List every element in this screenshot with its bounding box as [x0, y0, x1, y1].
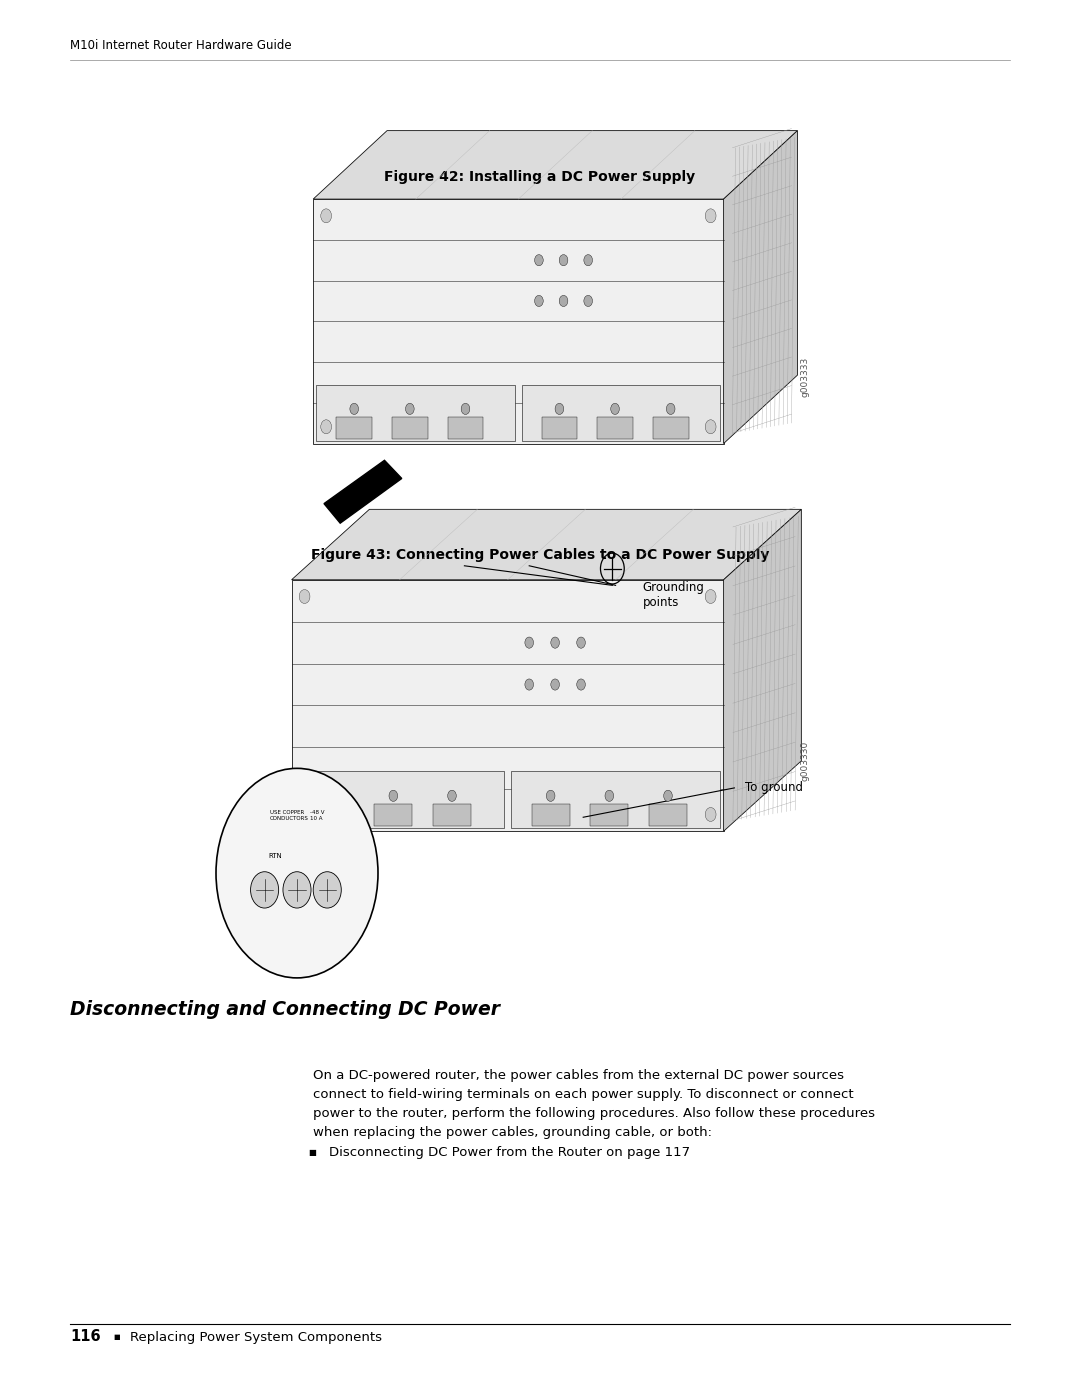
Bar: [392, 418, 428, 439]
Circle shape: [535, 254, 543, 265]
Circle shape: [283, 872, 311, 908]
Circle shape: [299, 807, 310, 821]
Circle shape: [546, 791, 555, 802]
Circle shape: [535, 295, 543, 306]
Bar: [531, 805, 569, 826]
Circle shape: [577, 679, 585, 690]
Polygon shape: [316, 386, 515, 441]
Circle shape: [461, 404, 470, 415]
Bar: [315, 805, 353, 826]
Text: RTN: RTN: [269, 854, 282, 859]
Text: g003330: g003330: [800, 742, 809, 781]
Circle shape: [350, 404, 359, 415]
Circle shape: [584, 295, 593, 306]
Circle shape: [313, 872, 341, 908]
Circle shape: [525, 679, 534, 690]
Polygon shape: [295, 771, 504, 828]
Circle shape: [666, 404, 675, 415]
Text: Replacing Power System Components: Replacing Power System Components: [130, 1331, 381, 1344]
Polygon shape: [724, 130, 797, 444]
Circle shape: [705, 419, 716, 434]
Text: 116: 116: [70, 1329, 100, 1344]
Text: Figure 42: Installing a DC Power Supply: Figure 42: Installing a DC Power Supply: [384, 170, 696, 184]
Polygon shape: [292, 580, 724, 831]
Polygon shape: [324, 461, 402, 524]
Polygon shape: [313, 200, 724, 444]
Bar: [541, 418, 578, 439]
Text: g003333: g003333: [800, 358, 809, 397]
Circle shape: [705, 807, 716, 821]
Bar: [649, 805, 687, 826]
Circle shape: [559, 254, 568, 265]
Circle shape: [705, 590, 716, 604]
Text: M10i Internet Router Hardware Guide: M10i Internet Router Hardware Guide: [70, 39, 292, 52]
Circle shape: [525, 637, 534, 648]
Text: ■: ■: [113, 1334, 120, 1340]
Bar: [597, 418, 633, 439]
Circle shape: [551, 637, 559, 648]
Text: Grounding
points: Grounding points: [643, 581, 704, 609]
Circle shape: [555, 404, 564, 415]
Circle shape: [605, 791, 613, 802]
Circle shape: [405, 404, 414, 415]
Polygon shape: [292, 510, 801, 580]
Bar: [652, 418, 689, 439]
Text: Disconnecting and Connecting DC Power: Disconnecting and Connecting DC Power: [70, 1000, 500, 1020]
Circle shape: [551, 679, 559, 690]
Circle shape: [251, 872, 279, 908]
Circle shape: [577, 637, 585, 648]
Text: -48 V
10 A: -48 V 10 A: [310, 810, 324, 821]
Text: Figure 43: Connecting Power Cables to a DC Power Supply: Figure 43: Connecting Power Cables to a …: [311, 548, 769, 562]
Polygon shape: [313, 130, 797, 200]
Circle shape: [705, 210, 716, 222]
Circle shape: [216, 768, 378, 978]
Polygon shape: [522, 386, 720, 441]
Circle shape: [663, 791, 672, 802]
Polygon shape: [724, 510, 801, 831]
Text: ■: ■: [308, 1148, 315, 1157]
Text: On a DC-powered router, the power cables from the external DC power sources
conn: On a DC-powered router, the power cables…: [313, 1069, 875, 1139]
Bar: [447, 418, 484, 439]
Bar: [433, 805, 471, 826]
Polygon shape: [511, 771, 720, 828]
Circle shape: [389, 791, 397, 802]
Circle shape: [610, 404, 619, 415]
Circle shape: [321, 210, 332, 222]
Bar: [336, 418, 373, 439]
Circle shape: [299, 590, 310, 604]
Text: To ground: To ground: [745, 781, 804, 795]
Circle shape: [330, 791, 339, 802]
Circle shape: [447, 791, 456, 802]
Bar: [591, 805, 629, 826]
Bar: [375, 805, 413, 826]
Text: Disconnecting DC Power from the Router on page 117: Disconnecting DC Power from the Router o…: [329, 1146, 690, 1160]
Circle shape: [559, 295, 568, 306]
Circle shape: [321, 419, 332, 434]
Text: USE COPPER
CONDUCTORS: USE COPPER CONDUCTORS: [270, 810, 309, 821]
Circle shape: [584, 254, 593, 265]
